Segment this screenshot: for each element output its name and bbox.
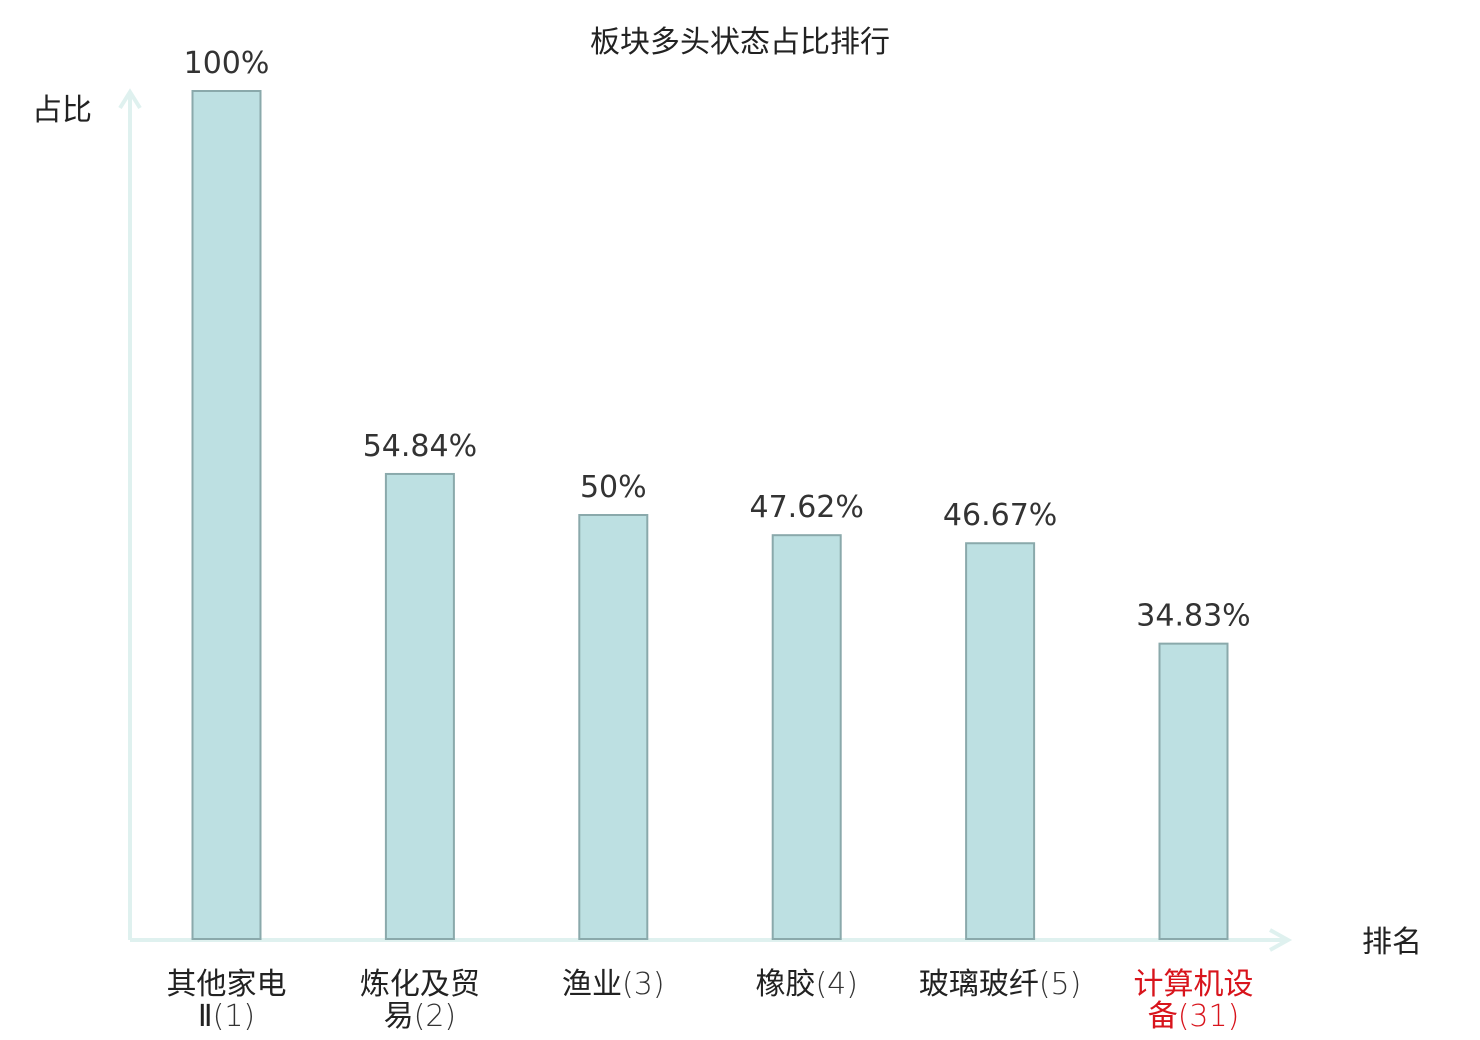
category-label: 其他家电 [167, 967, 287, 1002]
x-axis-label: 排名 [1362, 925, 1422, 960]
bar [578, 514, 649, 940]
bar-value-label: 34.83% [1136, 599, 1250, 634]
bar [771, 534, 842, 940]
category-label: 橡胶(4) [755, 967, 858, 1002]
category-label: 玻璃玻纤(5) [919, 967, 1082, 1002]
bar-series [191, 90, 1229, 940]
y-axis-label: 占比 [32, 93, 92, 128]
x-axis [130, 928, 1293, 952]
bar [191, 90, 262, 940]
data-labels: 100% 54.84% 50% 47.62% 46.67% 34.83% [184, 46, 1251, 634]
bar-value-label: 47.62% [750, 490, 864, 525]
chart-title: 板块多头状态占比排行 [590, 25, 890, 60]
category-label: 计算机设 [1134, 967, 1254, 1002]
bar-value-label: 46.67% [943, 498, 1057, 533]
category-label-line2: 易(2) [384, 999, 457, 1034]
bar [384, 472, 455, 940]
category-label: 炼化及贸 [360, 967, 480, 1002]
bar-value-label: 50% [580, 470, 647, 505]
bar-value-label: 100% [184, 46, 270, 81]
y-axis [118, 88, 142, 940]
bar-value-label: 54.84% [363, 429, 477, 464]
bar [1158, 642, 1229, 940]
category-label: 渔业(3) [562, 967, 665, 1002]
category-label-line2: Ⅱ(1) [198, 999, 255, 1034]
category-label-line2: 备(31) [1148, 999, 1240, 1034]
bar [965, 542, 1036, 940]
